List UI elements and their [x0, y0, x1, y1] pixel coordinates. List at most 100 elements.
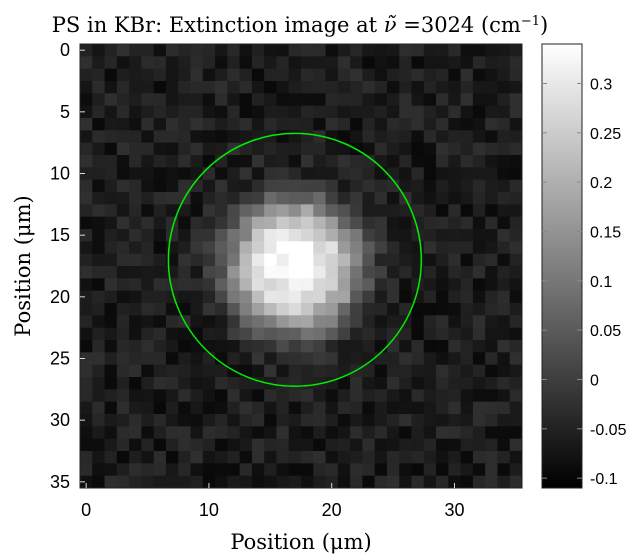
- heatmap-cell: [215, 414, 228, 427]
- heatmap-cell: [141, 315, 155, 329]
- heatmap-cell: [129, 68, 142, 82]
- heatmap-cell: [313, 81, 327, 94]
- heatmap-cell: [350, 266, 363, 279]
- heatmap-cell: [104, 93, 118, 107]
- heatmap-cell: [399, 167, 413, 181]
- heatmap-cell: [129, 155, 142, 168]
- heatmap-cell: [129, 118, 142, 131]
- heatmap-cell: [497, 105, 511, 119]
- heatmap-cell: [509, 130, 522, 144]
- heatmap-cell: [288, 155, 302, 168]
- heatmap-cell: [215, 192, 228, 205]
- heatmap-cell: [374, 229, 388, 242]
- heatmap-cell: [227, 179, 241, 193]
- heatmap-cell: [80, 290, 93, 304]
- heatmap-cell: [411, 105, 425, 119]
- heatmap-cell: [485, 118, 499, 131]
- heatmap-cell: [80, 377, 93, 390]
- heatmap-cell: [165, 340, 179, 353]
- heatmap-cell: [165, 68, 179, 82]
- heatmap-cell: [264, 179, 278, 193]
- heatmap-cell: [436, 426, 449, 440]
- heatmap-cell: [202, 179, 216, 193]
- heatmap-cell: [165, 315, 179, 329]
- heatmap-cell: [386, 340, 400, 353]
- heatmap-cell: [374, 118, 388, 131]
- heatmap-cell: [313, 389, 327, 403]
- heatmap-cell: [92, 155, 106, 168]
- heatmap-cell: [472, 56, 486, 70]
- heatmap-cell: [227, 463, 241, 477]
- heatmap-cell: [153, 81, 167, 94]
- heatmap-cell: [251, 93, 265, 107]
- heatmap-cell: [129, 204, 142, 218]
- heatmap-cell: [362, 44, 376, 57]
- heatmap-cell: [251, 315, 265, 329]
- heatmap-cell: [374, 204, 388, 218]
- heatmap-cell: [251, 389, 265, 403]
- heatmap-cell: [374, 81, 388, 94]
- heatmap-cell: [423, 266, 437, 279]
- heatmap-cell: [202, 44, 216, 57]
- heatmap-cell: [116, 253, 130, 267]
- heatmap-cell: [288, 81, 302, 94]
- heatmap-cell: [104, 155, 118, 168]
- heatmap-cell: [92, 278, 106, 292]
- heatmap-cell: [301, 130, 314, 144]
- heatmap-cell: [129, 290, 142, 304]
- heatmap-cell: [153, 56, 167, 70]
- heatmap-cell: [153, 352, 167, 366]
- heatmap-cell: [460, 81, 474, 94]
- heatmap-cell: [288, 290, 302, 304]
- heatmap-cell: [423, 167, 437, 181]
- heatmap-cell: [239, 216, 253, 230]
- heatmap-cell: [472, 118, 486, 131]
- heatmap-cell: [288, 68, 302, 82]
- heatmap-cell: [448, 229, 462, 242]
- heatmap-cell: [362, 278, 376, 292]
- heatmap-cell: [386, 142, 400, 156]
- heatmap-cell: [202, 105, 216, 119]
- heatmap-cell: [472, 253, 486, 267]
- plot-frame: [79, 43, 523, 489]
- heatmap-cell: [399, 179, 413, 193]
- heatmap-cell: [350, 278, 363, 292]
- heatmap-cell: [215, 278, 228, 292]
- heatmap-cell: [411, 414, 425, 427]
- heatmap-cell: [337, 155, 351, 168]
- heatmap-cell: [423, 118, 437, 131]
- heatmap-cell: [80, 204, 93, 218]
- heatmap-cell: [411, 68, 425, 82]
- heatmap-cell: [239, 266, 253, 279]
- heatmap-cell: [386, 327, 400, 341]
- heatmap-cell: [472, 475, 486, 488]
- heatmap-cell: [92, 475, 106, 488]
- heatmap-cell: [436, 179, 449, 193]
- heatmap-cell: [129, 216, 142, 230]
- heatmap-cell: [399, 377, 413, 390]
- heatmap-cell: [178, 179, 192, 193]
- heatmap-cell: [325, 463, 339, 477]
- heatmap-cell: [202, 475, 216, 488]
- heatmap-cell: [92, 118, 106, 131]
- heatmap-cell: [386, 426, 400, 440]
- heatmap-cell: [448, 303, 462, 316]
- heatmap-cell: [485, 290, 499, 304]
- heatmap-cell: [288, 241, 302, 255]
- heatmap-cell: [497, 216, 511, 230]
- heatmap-cell: [116, 327, 130, 341]
- heatmap-cell: [448, 68, 462, 82]
- heatmap-cell: [92, 204, 106, 218]
- heatmap-cell: [92, 315, 106, 329]
- heatmap-cell: [337, 290, 351, 304]
- heatmap-cell: [202, 377, 216, 390]
- heatmap-cell: [178, 130, 192, 144]
- heatmap-cell: [301, 241, 314, 255]
- heatmap-cell: [264, 340, 278, 353]
- heatmap-cell: [104, 68, 118, 82]
- heatmap-cell: [165, 192, 179, 205]
- heatmap-cell: [436, 192, 449, 205]
- heatmap-cell: [374, 56, 388, 70]
- heatmap-cell: [460, 352, 474, 366]
- heatmap-cell: [436, 364, 449, 378]
